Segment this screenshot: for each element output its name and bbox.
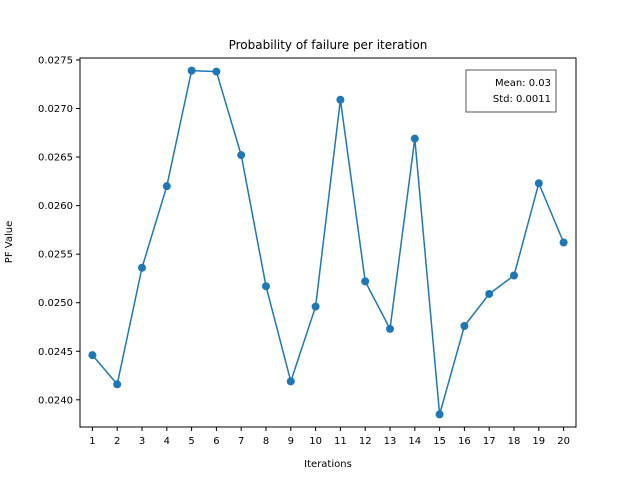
y-tick-label: 0.0265 [38, 153, 73, 164]
x-tick-label: 9 [288, 436, 294, 447]
y-axis-label: PF Value [4, 221, 15, 263]
data-point [435, 410, 444, 419]
x-tick-label: 2 [114, 436, 120, 447]
data-point [361, 277, 370, 286]
x-tick-label: 5 [188, 436, 194, 447]
y-tick-label: 0.0270 [38, 104, 73, 115]
chart-title: Probability of failure per iteration [229, 38, 428, 52]
x-tick-label: 18 [508, 436, 521, 447]
x-tick-label: 16 [458, 436, 471, 447]
data-point [311, 302, 320, 311]
x-tick-label: 8 [263, 436, 269, 447]
data-point [212, 67, 221, 76]
x-tick-label: 11 [334, 436, 347, 447]
series-line [91, 69, 565, 415]
data-point [559, 238, 568, 247]
x-tick-label: 6 [213, 436, 219, 447]
x-tick-label: 20 [557, 436, 570, 447]
x-tick-label: 13 [384, 436, 397, 447]
data-point [88, 351, 97, 360]
plot-area [88, 66, 568, 419]
x-axis-ticks: 1 2 3 4 5 6 7 8 9 10 11 12 13 14 15 16 17 18 19 20 [89, 427, 570, 447]
data-point [534, 179, 543, 188]
data-point [460, 322, 469, 331]
x-tick-label: 14 [408, 436, 421, 447]
stats-annotation: Mean: 0.03 Std: 0.0011 [465, 69, 557, 113]
y-tick-label: 0.0250 [38, 298, 73, 309]
data-point [336, 95, 345, 104]
data-point [237, 151, 246, 160]
x-tick-label: 10 [309, 436, 322, 447]
stats-annotation-box [465, 69, 557, 113]
y-tick-label: 0.0255 [38, 250, 73, 261]
x-tick-label: 15 [433, 436, 446, 447]
x-tick-label: 17 [483, 436, 496, 447]
y-tick-label: 0.0260 [38, 201, 73, 212]
data-point [286, 377, 295, 386]
y-tick-label: 0.0240 [38, 395, 73, 406]
data-point [386, 324, 394, 333]
y-tick-label: 0.0245 [38, 347, 73, 358]
x-axis-label: Iterations [304, 459, 352, 470]
data-point [113, 380, 122, 389]
stats-mean-text: Mean: 0.03 [495, 78, 551, 89]
x-tick-label: 7 [238, 436, 244, 447]
data-point [162, 182, 171, 191]
y-tick-label: 0.0275 [38, 55, 73, 66]
stats-std-text: Std: 0.0011 [493, 94, 551, 105]
plot-frame [79, 57, 577, 428]
x-tick-label: 1 [89, 436, 95, 447]
x-tick-label: 3 [139, 436, 145, 447]
x-tick-label: 4 [164, 436, 170, 447]
data-point [410, 134, 419, 143]
x-tick-label: 12 [359, 436, 372, 447]
y-axis-ticks: 0.0240 0.0245 0.0250 0.0255 0.0260 0.0265 0.02… [38, 55, 80, 406]
x-tick-label: 19 [532, 436, 545, 447]
data-point [138, 263, 146, 272]
data-point [485, 289, 494, 298]
data-point [262, 282, 270, 291]
data-point [187, 66, 196, 75]
data-point [510, 271, 518, 280]
